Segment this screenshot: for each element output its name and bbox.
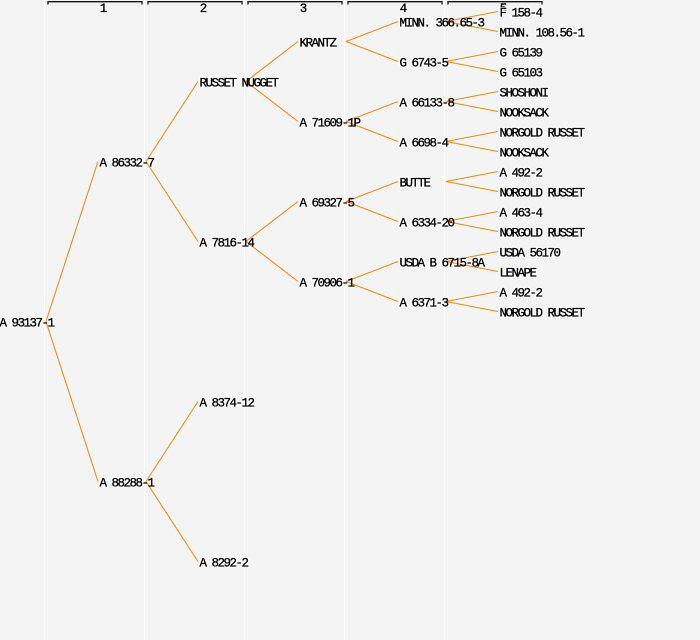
svg-text:A 88288-1: A 88288-1 [100,476,155,490]
svg-text:A 8374-12: A 8374-12 [200,396,255,410]
svg-text:A 69327-5: A 69327-5 [300,196,355,210]
svg-text:A 70906-1: A 70906-1 [300,276,355,290]
svg-text:KRANTZ: KRANTZ [300,36,338,50]
svg-text:A 463-4: A 463-4 [500,206,543,220]
svg-text:NORGOLD RUSSET: NORGOLD RUSSET [500,186,586,200]
svg-text:NORGOLD RUSSET: NORGOLD RUSSET [500,226,586,240]
svg-text:NOOKSACK: NOOKSACK [500,106,550,120]
svg-text:2: 2 [200,2,207,16]
svg-text:USDA B 6715-8A: USDA B 6715-8A [400,256,486,270]
svg-text:A 6334-20: A 6334-20 [400,216,455,230]
svg-text:A 86332-7: A 86332-7 [100,156,155,170]
svg-text:MINN. 108.56-1: MINN. 108.56-1 [500,26,585,40]
svg-text:A 66133-8: A 66133-8 [400,96,455,110]
svg-text:A 69327-5: A 69327-5 [300,196,355,210]
svg-text:BUTTE: BUTTE [400,176,431,190]
svg-text:5: 5 [500,2,507,16]
svg-text:SHOSHONI: SHOSHONI [500,86,549,100]
svg-text:F 158-4: F 158-4 [500,6,543,20]
svg-text:A 88288-1: A 88288-1 [100,476,155,490]
svg-text:A 8374-12: A 8374-12 [200,396,255,410]
svg-text:MINN. 366.65-3: MINN. 366.65-3 [400,16,485,30]
svg-text:NORGOLD RUSSET: NORGOLD RUSSET [500,306,586,320]
svg-text:A 6698-4: A 6698-4 [400,136,449,150]
svg-text:NORGOLD RUSSET: NORGOLD RUSSET [500,186,586,200]
svg-text:NORGOLD RUSSET: NORGOLD RUSSET [500,226,586,240]
svg-text:NOOKSACK: NOOKSACK [500,146,550,160]
svg-text:A 6371-3: A 6371-3 [400,296,449,310]
svg-text:USDA 56170: USDA 56170 [500,246,561,260]
svg-text:G 6743-5: G 6743-5 [400,56,449,70]
svg-text:A 66133-8: A 66133-8 [400,96,455,110]
svg-text:G 65103: G 65103 [500,66,543,80]
svg-text:A 492-2: A 492-2 [500,286,543,300]
svg-text:NOOKSACK: NOOKSACK [500,106,550,120]
svg-text:A 93137-1: A 93137-1 [0,316,55,330]
svg-text:BUTTE: BUTTE [400,176,431,190]
svg-text:A 463-4: A 463-4 [500,206,543,220]
svg-text:KRANTZ: KRANTZ [300,36,338,50]
svg-text:5: 5 [500,2,507,16]
svg-text:A 70906-1: A 70906-1 [300,276,355,290]
svg-text:USDA 56170: USDA 56170 [500,246,561,260]
svg-text:RUSSET NUGGET: RUSSET NUGGET [200,76,280,90]
svg-text:A 7816-14: A 7816-14 [200,236,255,250]
svg-text:A 93137-1: A 93137-1 [0,316,55,330]
svg-text:1: 1 [100,2,107,16]
svg-text:A 492-2: A 492-2 [500,166,543,180]
svg-text:A 8292-2: A 8292-2 [200,556,249,570]
svg-text:A 6334-20: A 6334-20 [400,216,455,230]
svg-text:MINN. 108.56-1: MINN. 108.56-1 [500,26,585,40]
svg-text:NOOKSACK: NOOKSACK [500,146,550,160]
svg-text:A 86332-7: A 86332-7 [100,156,155,170]
svg-text:G 65139: G 65139 [500,46,543,60]
svg-text:A 7816-14: A 7816-14 [200,236,255,250]
svg-text:G 65103: G 65103 [500,66,543,80]
svg-text:LENAPE: LENAPE [500,266,537,280]
svg-text:MINN. 366.65-3: MINN. 366.65-3 [400,16,485,30]
svg-text:NORGOLD RUSSET: NORGOLD RUSSET [500,126,586,140]
svg-text:A 71609-1P: A 71609-1P [300,116,361,130]
svg-text:RUSSET NUGGET: RUSSET NUGGET [200,76,280,90]
svg-text:NORGOLD RUSSET: NORGOLD RUSSET [500,306,586,320]
svg-text:A 492-2: A 492-2 [500,166,543,180]
svg-text:SHOSHONI: SHOSHONI [500,86,549,100]
svg-text:F 158-4: F 158-4 [500,6,543,20]
svg-text:3: 3 [300,2,307,16]
svg-text:A 71609-1P: A 71609-1P [300,116,361,130]
svg-text:G 65139: G 65139 [500,46,543,60]
svg-text:A 8292-2: A 8292-2 [200,556,249,570]
svg-text:NORGOLD RUSSET: NORGOLD RUSSET [500,126,586,140]
svg-text:USDA B 6715-8A: USDA B 6715-8A [400,256,486,270]
svg-text:G 6743-5: G 6743-5 [400,56,449,70]
svg-text:LENAPE: LENAPE [500,266,537,280]
svg-text:4: 4 [400,2,407,16]
svg-text:A 492-2: A 492-2 [500,286,543,300]
svg-text:A 6371-3: A 6371-3 [400,296,449,310]
svg-text:A 6698-4: A 6698-4 [400,136,449,150]
